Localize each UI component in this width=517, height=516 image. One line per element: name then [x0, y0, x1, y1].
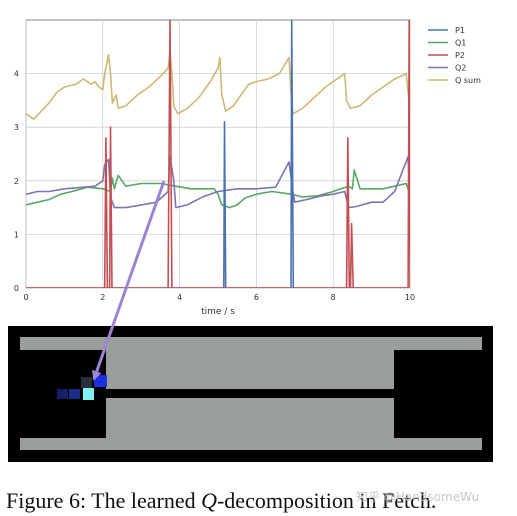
series-line-p1 [26, 20, 410, 288]
cyan-agent [83, 388, 94, 400]
fetch-environment [8, 326, 493, 462]
series-line-q-sum [26, 51, 410, 120]
legend-label: Q sum [455, 76, 481, 85]
x-tick-label: 0 [23, 293, 28, 302]
series-lines [26, 20, 410, 288]
trail-cell-3 [81, 377, 92, 388]
y-tick-label: 1 [14, 230, 19, 239]
x-tick-label: 10 [405, 293, 415, 302]
pointer-arrow [91, 180, 166, 381]
legend-label: Q2 [455, 64, 466, 73]
legend-label: Q1 [455, 39, 466, 48]
right-room [394, 350, 482, 438]
trail-cell-1 [57, 389, 68, 399]
legend-label: P1 [455, 26, 465, 35]
x-axis-label: time / s [201, 307, 235, 317]
trail-cell-2 [69, 389, 80, 399]
caption-suffix: -decomposition in Fetch. [216, 488, 437, 513]
x-tick-label: 2 [100, 293, 105, 302]
figure-caption: Figure 6: The learned Q-decomposition in… [6, 488, 511, 514]
y-tick-label: 0 [14, 284, 19, 293]
y-tick-label: 4 [14, 70, 19, 79]
caption-variable: Q [201, 488, 217, 513]
y-tick-label: 3 [14, 123, 19, 132]
x-tick-label: 6 [254, 293, 259, 302]
watermark: 知乎 @HandsomeWu [356, 490, 480, 504]
y-tick-label: 2 [14, 177, 19, 186]
legend-label: P2 [455, 51, 465, 60]
corridor [104, 389, 396, 398]
legend: P1 Q1 P2 Q2 Q sum [428, 26, 481, 85]
caption-prefix: Figure 6: The learned [6, 488, 202, 513]
axis-ticks: 0 2 4 6 8 10 0 1 2 3 4 [14, 70, 415, 302]
x-tick-label: 8 [331, 293, 336, 302]
x-tick-label: 4 [177, 293, 182, 302]
